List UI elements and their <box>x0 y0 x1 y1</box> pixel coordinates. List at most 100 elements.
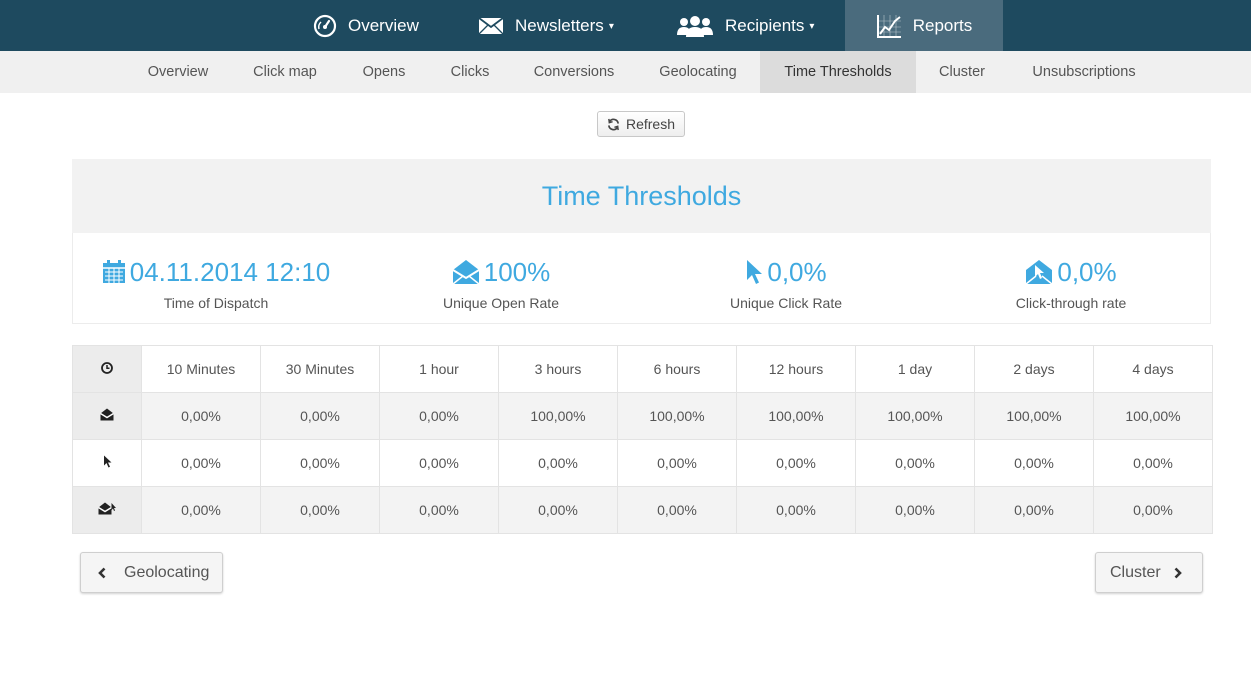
panel-header: Time Thresholds <box>72 159 1211 233</box>
chevron-left-icon <box>98 567 106 578</box>
refresh-button[interactable]: Refresh <box>597 111 685 137</box>
chevron-down-icon: ▾ <box>608 21 614 32</box>
table-cell: 0,00% <box>379 486 499 534</box>
nav-newsletters[interactable]: Newsletters ▾ <box>478 0 614 51</box>
table-header: 6 hours <box>617 345 737 393</box>
chevron-right-icon <box>1174 567 1182 578</box>
chart-icon <box>876 14 901 38</box>
table-cell: 0,00% <box>141 439 261 487</box>
table-cell: 0,00% <box>141 392 261 440</box>
nav-newsletters-label: Newsletters <box>515 15 604 35</box>
nav-recipients[interactable]: Recipients ▾ <box>676 0 814 51</box>
subnav-overview[interactable]: Overview <box>147 64 209 80</box>
table-header: 3 hours <box>498 345 618 393</box>
table-cell: 0,00% <box>498 486 618 534</box>
stat-value: 0,0% <box>767 256 827 287</box>
cursor-icon <box>103 455 111 468</box>
subnav-conversions[interactable]: Conversions <box>533 64 615 80</box>
table-cell: 0,00% <box>260 486 380 534</box>
prev-report-label: Geolocating <box>124 563 210 581</box>
table-cell: 0,00% <box>617 486 737 534</box>
nav-reports[interactable]: Reports <box>845 0 1003 51</box>
next-report-button[interactable]: Cluster <box>1095 552 1203 593</box>
nav-overview-label: Overview <box>348 15 419 35</box>
stat-value: 100% <box>483 256 551 287</box>
refresh-icon <box>608 118 619 130</box>
table-header: 12 hours <box>736 345 856 393</box>
prev-report-button[interactable]: Geolocating <box>80 552 223 593</box>
open-envelope-icon <box>100 408 114 421</box>
page-title: Time Thresholds <box>541 180 742 211</box>
subnav-clicks[interactable]: Clicks <box>450 64 490 80</box>
nav-recipients-label: Recipients <box>725 15 805 35</box>
table-cell: 0,00% <box>736 439 856 487</box>
table-cell: 100,00% <box>617 392 737 440</box>
table-header: 1 hour <box>379 345 499 393</box>
table-cell: 100,00% <box>1093 392 1213 440</box>
dashboard-icon <box>313 14 337 37</box>
subnav-cluster[interactable]: Cluster <box>939 64 985 80</box>
users-icon <box>677 15 713 37</box>
stat-label: Unique Click Rate <box>729 295 843 311</box>
table-row-open-rate: 0,00% 0,00% 0,00% 100,00% 100,00% 100,00… <box>72 392 1213 440</box>
nav-reports-label: Reports <box>912 15 973 35</box>
cursor-icon <box>747 260 763 284</box>
table-cell: 100,00% <box>498 392 618 440</box>
table-cell: 0,00% <box>855 486 975 534</box>
table-cell: 0,00% <box>974 439 1094 487</box>
table-row-click-rate: 0,00% 0,00% 0,00% 0,00% 0,00% 0,00% 0,00… <box>72 439 1213 487</box>
table-cell: 0,00% <box>498 439 618 487</box>
table-header: 2 days <box>974 345 1094 393</box>
table-cell: 100,00% <box>855 392 975 440</box>
table-cell: 0,00% <box>379 439 499 487</box>
table-icon-cell <box>72 486 142 534</box>
table-cell: 0,00% <box>1093 439 1213 487</box>
table-icon-cell <box>72 392 142 440</box>
table-cell: 100,00% <box>974 392 1094 440</box>
stat-value: 04.11.2014 12:10 <box>129 256 331 287</box>
sub-navigation: Overview Click map Opens Clicks Conversi… <box>0 51 1251 93</box>
stat-label: Time of Dispatch <box>163 295 269 311</box>
table-cell: 0,00% <box>379 392 499 440</box>
table-cell: 0,00% <box>617 439 737 487</box>
chevron-down-icon: ▾ <box>809 21 815 32</box>
subnav-geolocating[interactable]: Geolocating <box>659 64 737 80</box>
table-header: 30 Minutes <box>260 345 380 393</box>
nav-overview[interactable]: Overview <box>313 0 419 51</box>
table-row-click-through-rate: 0,00% 0,00% 0,00% 0,00% 0,00% 0,00% 0,00… <box>72 486 1213 534</box>
table-cell: 0,00% <box>141 486 261 534</box>
clock-icon <box>101 362 113 374</box>
table-cell: 0,00% <box>1093 486 1213 534</box>
table-cell: 0,00% <box>855 439 975 487</box>
refresh-label: Refresh <box>625 116 676 132</box>
table-header: 10 Minutes <box>141 345 261 393</box>
calendar-icon <box>102 260 125 283</box>
envelope-click-icon <box>1025 260 1053 285</box>
stats-panel: 04.11.2014 12:10 Time of Dispatch 100% U… <box>72 233 1211 324</box>
stat-time-of-dispatch: 04.11.2014 12:10 Time of Dispatch <box>73 233 359 311</box>
table-cell: 0,00% <box>260 392 380 440</box>
subnav-unsubscriptions[interactable]: Unsubscriptions <box>1032 64 1136 80</box>
table-icon-cell <box>72 345 142 393</box>
table-icon-cell <box>72 439 142 487</box>
stat-unique-click-rate: 0,0% Unique Click Rate <box>643 233 929 312</box>
subnav-time-thresholds[interactable]: Time Thresholds <box>760 51 916 93</box>
table-cell: 0,00% <box>974 486 1094 534</box>
table-header: 4 days <box>1093 345 1213 393</box>
open-envelope-icon <box>452 260 480 285</box>
stat-label: Click-through rate <box>1015 295 1127 311</box>
stat-unique-open-rate: 100% Unique Open Rate <box>358 233 644 312</box>
envelope-icon <box>478 16 504 34</box>
table-header-row: 10 Minutes 30 Minutes 1 hour 3 hours 6 h… <box>72 345 1213 393</box>
stat-value: 0,0% <box>1057 256 1117 287</box>
table-cell: 0,00% <box>260 439 380 487</box>
thresholds-table: 10 Minutes 30 Minutes 1 hour 3 hours 6 h… <box>72 345 1213 534</box>
table-header: 1 day <box>855 345 975 393</box>
table-cell: 100,00% <box>736 392 856 440</box>
subnav-click-map[interactable]: Click map <box>253 64 317 80</box>
top-navigation: Overview Newsletters ▾ Recipients ▾ Repo… <box>0 0 1251 51</box>
envelope-click-icon <box>98 502 116 515</box>
stat-click-through-rate: 0,0% Click-through rate <box>928 233 1214 312</box>
next-report-label: Cluster <box>1110 563 1161 581</box>
subnav-opens[interactable]: Opens <box>362 64 406 80</box>
